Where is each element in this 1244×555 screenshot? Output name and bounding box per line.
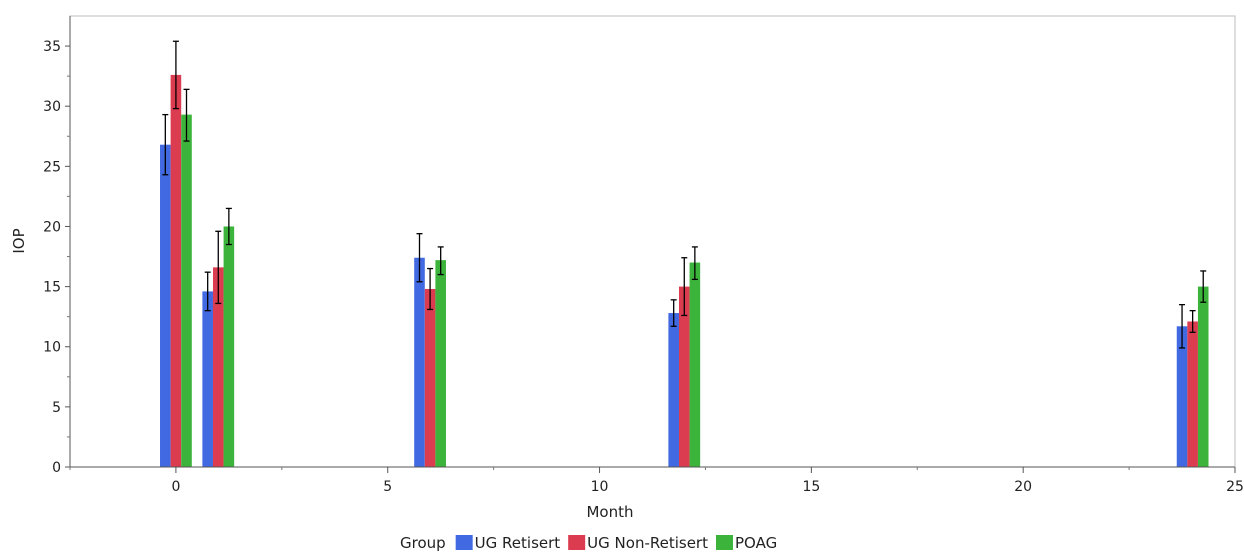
x-tick-label-25: 25: [1226, 479, 1244, 495]
bar-ug-retisert-month-0: [160, 144, 171, 467]
legend-title: Group: [400, 534, 446, 552]
error-bar-ug-retisert-month-12: [670, 299, 677, 327]
bar-poag-month-12: [689, 262, 701, 467]
bar-poag-month-6: [435, 260, 446, 467]
bar-ug-non-retisert-month-1: [212, 267, 224, 467]
legend: Group UG Retisert UG Non-Retisert POAG: [400, 534, 777, 552]
axes-layer: 0 5 10 15 20 25 30 35 0 5 10 15 20 25: [43, 16, 1244, 495]
y-tick-label-25: 25: [43, 159, 61, 175]
error-bars-layer: [162, 40, 1207, 349]
y-tick-label-30: 30: [43, 99, 61, 115]
y-tick-label-15: 15: [43, 280, 61, 296]
y-tick-label-10: 10: [43, 340, 61, 356]
legend-label-ug-retisert: UG Retisert: [475, 534, 561, 552]
error-bar-ug-non-retisert-month-12: [681, 257, 688, 317]
bar-ug-retisert-month-24: [1176, 326, 1188, 467]
x-tick-label-10: 10: [591, 479, 609, 495]
bar-poag-month-24: [1197, 286, 1209, 467]
error-bar-ug-retisert-month-24: [1179, 303, 1186, 349]
x-tick-label-0: 0: [171, 479, 180, 495]
error-bar-ug-non-retisert-month-24: [1189, 310, 1196, 333]
y-tick-label-20: 20: [43, 219, 61, 235]
plot-frame: [69, 15, 1236, 468]
legend-swatch-ug-non-retisert: [568, 535, 586, 550]
y-tick-label-35: 35: [43, 39, 61, 55]
legend-swatch-poag: [715, 535, 733, 550]
error-bar-ug-non-retisert-month-1: [215, 230, 222, 305]
legend-label-ug-non-retisert: UG Non-Retisert: [587, 534, 708, 552]
error-bar-ug-retisert-month-1: [204, 271, 211, 312]
error-bar-poag-month-12: [691, 246, 698, 281]
bar-ug-non-retisert-month-24: [1187, 321, 1198, 467]
error-bar-poag-month-0: [183, 88, 190, 142]
x-axis-title: Month: [586, 503, 633, 521]
y-axis-title: IOP: [10, 228, 28, 253]
x-tick-label-20: 20: [1014, 479, 1032, 495]
x-tick-label-15: 15: [802, 479, 820, 495]
error-bar-poag-month-24: [1200, 270, 1207, 303]
error-bar-ug-retisert-month-6: [416, 233, 423, 283]
error-bar-ug-non-retisert-month-6: [427, 267, 434, 311]
bar-ug-retisert-month-12: [668, 313, 679, 467]
bars-layer: [160, 74, 1209, 468]
bar-ug-non-retisert-month-12: [678, 286, 690, 467]
error-bar-poag-month-6: [437, 246, 444, 276]
error-bar-ug-retisert-month-0: [162, 113, 169, 176]
legend-swatch-ug-retisert: [455, 535, 473, 550]
bar-poag-month-0: [181, 114, 192, 468]
legend-label-poag: POAG: [735, 534, 777, 552]
y-tick-label-5: 5: [52, 400, 61, 416]
error-bar-poag-month-1: [225, 207, 232, 246]
y-tick-label-0: 0: [52, 460, 61, 476]
bar-ug-retisert-month-6: [414, 257, 425, 467]
bar-ug-non-retisert-month-0: [170, 74, 182, 468]
x-tick-label-5: 5: [383, 479, 392, 495]
bar-ug-non-retisert-month-6: [424, 289, 436, 467]
error-bar-ug-non-retisert-month-0: [172, 40, 179, 110]
bar-poag-month-1: [223, 226, 235, 467]
bar-ug-retisert-month-1: [202, 291, 213, 467]
